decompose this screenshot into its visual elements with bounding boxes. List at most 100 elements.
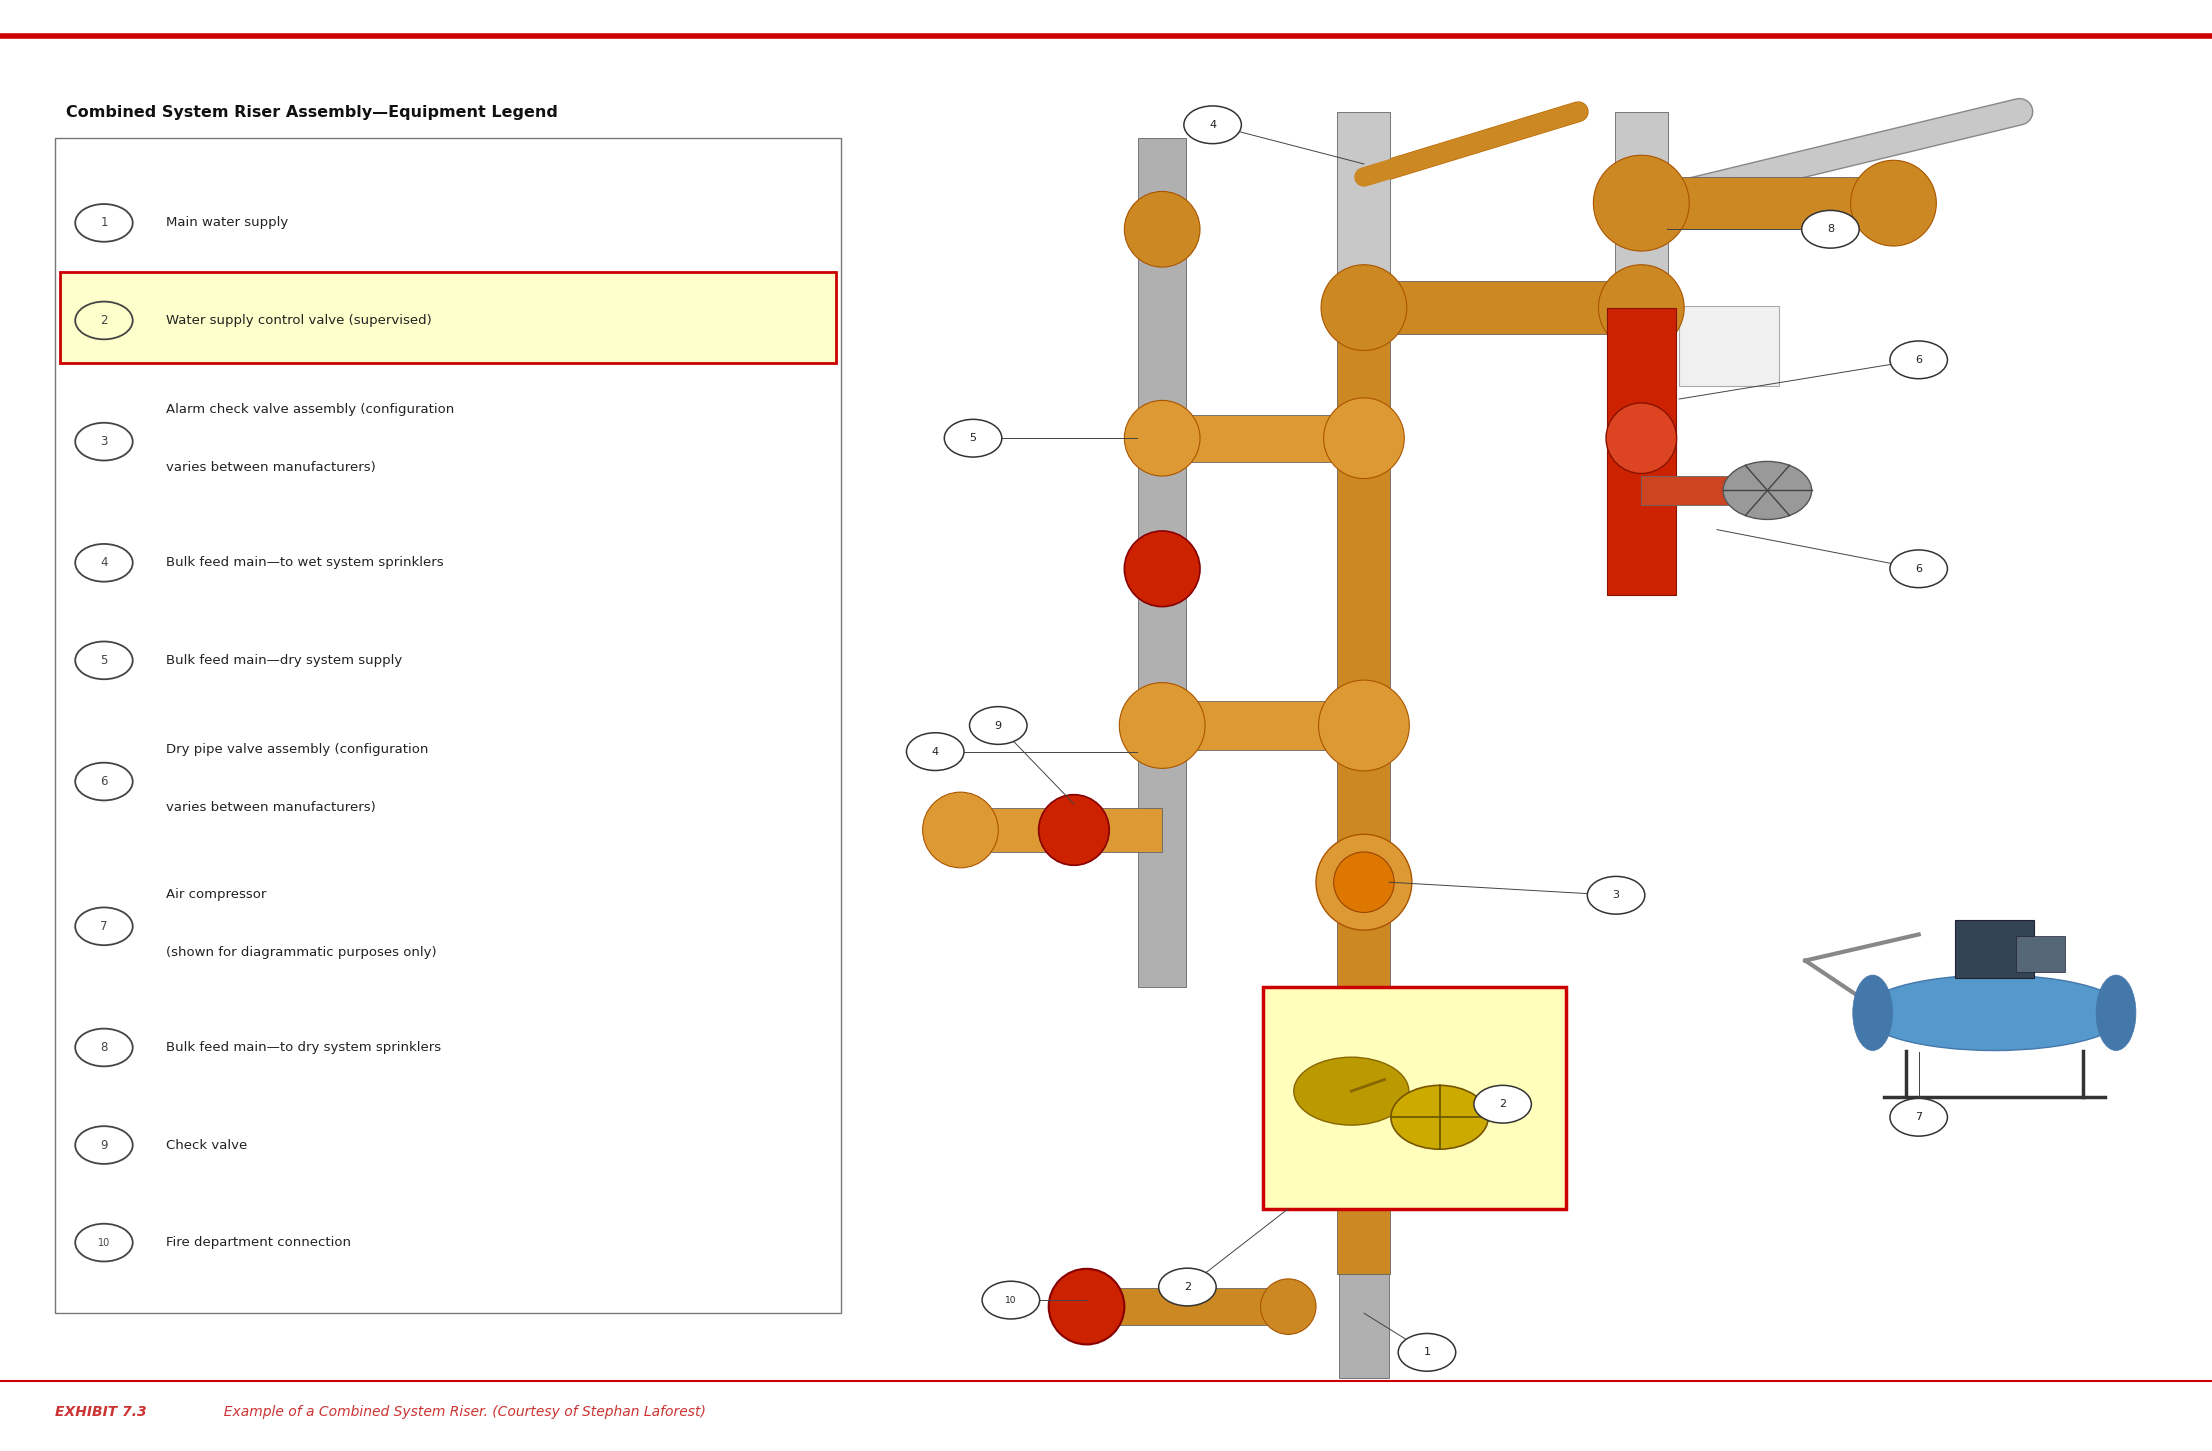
Circle shape	[907, 733, 964, 770]
Ellipse shape	[1316, 834, 1411, 930]
Circle shape	[1473, 1085, 1531, 1123]
Bar	[1338, 987, 1391, 1196]
Ellipse shape	[1593, 155, 1690, 251]
Ellipse shape	[1863, 975, 2128, 1051]
Text: 7: 7	[1916, 1113, 1922, 1122]
Bar	[1338, 112, 1391, 308]
Text: Air compressor: Air compressor	[166, 888, 265, 901]
Circle shape	[969, 707, 1026, 744]
Text: 2: 2	[1183, 1283, 1190, 1291]
Circle shape	[1889, 341, 1947, 379]
Ellipse shape	[1323, 398, 1405, 479]
Circle shape	[1801, 210, 1858, 248]
Text: 8: 8	[100, 1040, 108, 1053]
Ellipse shape	[1854, 975, 1893, 1051]
FancyBboxPatch shape	[55, 138, 841, 1313]
Text: Example of a Combined System Riser. (Courtesy of Stephan Laforest): Example of a Combined System Riser. (Cou…	[215, 1405, 706, 1419]
Circle shape	[982, 1281, 1040, 1319]
Circle shape	[1398, 1333, 1455, 1371]
Text: 1: 1	[1425, 1348, 1431, 1357]
Text: 1: 1	[100, 216, 108, 229]
Text: varies between manufacturers): varies between manufacturers)	[166, 801, 376, 814]
Ellipse shape	[1119, 682, 1206, 769]
Bar	[1338, 438, 1391, 726]
Text: 9: 9	[100, 1139, 108, 1152]
Ellipse shape	[1599, 264, 1683, 351]
Text: varies between manufacturers): varies between manufacturers)	[166, 461, 376, 474]
Text: 2: 2	[1500, 1100, 1506, 1109]
Bar	[1606, 308, 1677, 595]
Text: 5: 5	[100, 654, 108, 667]
Text: Bulk feed main—to dry system sprinklers: Bulk feed main—to dry system sprinklers	[166, 1040, 440, 1053]
Text: Bulk feed main—dry system supply: Bulk feed main—dry system supply	[166, 654, 403, 667]
Text: 4: 4	[1210, 120, 1217, 129]
FancyBboxPatch shape	[1263, 987, 1566, 1209]
Ellipse shape	[922, 792, 998, 868]
Circle shape	[1159, 1268, 1217, 1306]
Bar	[1641, 177, 1893, 229]
Text: Alarm check valve assembly (configuration: Alarm check valve assembly (configuratio…	[166, 403, 453, 416]
Text: (shown for diagrammatic purposes only): (shown for diagrammatic purposes only)	[166, 946, 436, 959]
Ellipse shape	[1040, 795, 1108, 865]
Bar	[1139, 726, 1186, 987]
Circle shape	[1588, 876, 1646, 914]
Text: 4: 4	[931, 747, 938, 756]
Bar	[1161, 701, 1365, 750]
Text: Check valve: Check valve	[166, 1139, 248, 1152]
Ellipse shape	[1318, 681, 1409, 770]
Bar	[1615, 112, 1668, 308]
Text: 3: 3	[100, 435, 108, 448]
Circle shape	[1889, 1098, 1947, 1136]
Ellipse shape	[1606, 403, 1677, 473]
Bar	[1955, 920, 2035, 978]
Text: 4: 4	[100, 556, 108, 569]
Text: 5: 5	[969, 434, 975, 443]
Text: 3: 3	[1613, 891, 1619, 900]
Circle shape	[1391, 1085, 1489, 1149]
Bar	[1338, 726, 1391, 882]
Ellipse shape	[1124, 531, 1199, 607]
Text: Water supply control valve (supervised): Water supply control valve (supervised)	[166, 313, 431, 326]
Ellipse shape	[1048, 1268, 1124, 1345]
Text: 2: 2	[100, 313, 108, 326]
Bar	[1641, 476, 1743, 505]
Bar	[1139, 438, 1186, 726]
Circle shape	[1183, 106, 1241, 144]
Text: Dry pipe valve assembly (configuration: Dry pipe valve assembly (configuration	[166, 743, 429, 756]
Text: Main water supply: Main water supply	[166, 216, 288, 229]
FancyBboxPatch shape	[60, 271, 836, 363]
Bar	[1338, 308, 1391, 438]
Text: 6: 6	[1916, 564, 1922, 573]
Ellipse shape	[1124, 192, 1199, 267]
Bar	[1139, 138, 1186, 438]
Circle shape	[1723, 461, 1812, 519]
Bar	[960, 808, 1161, 852]
Ellipse shape	[1321, 264, 1407, 351]
Bar	[1161, 415, 1365, 461]
Ellipse shape	[1334, 852, 1394, 913]
Bar	[1338, 1196, 1391, 1274]
Ellipse shape	[1261, 1278, 1316, 1335]
Text: 6: 6	[100, 775, 108, 788]
Bar	[1338, 1274, 1389, 1378]
Text: Bulk feed main—to wet system sprinklers: Bulk feed main—to wet system sprinklers	[166, 556, 445, 569]
Text: 6: 6	[1916, 355, 1922, 364]
Bar	[1679, 306, 1778, 386]
Ellipse shape	[1124, 400, 1199, 476]
Text: 10: 10	[97, 1238, 111, 1248]
Text: Combined System Riser Assembly—Equipment Legend: Combined System Riser Assembly—Equipment…	[66, 106, 557, 120]
Text: 7: 7	[100, 920, 108, 933]
Bar	[2017, 936, 2066, 972]
Ellipse shape	[2097, 975, 2137, 1051]
Bar	[1338, 882, 1391, 987]
Circle shape	[945, 419, 1002, 457]
Text: 8: 8	[1827, 225, 1834, 234]
Text: Fire department connection: Fire department connection	[166, 1236, 352, 1249]
Bar	[1086, 1288, 1287, 1325]
Text: 9: 9	[995, 721, 1002, 730]
Circle shape	[1889, 550, 1947, 588]
Bar	[1365, 281, 1641, 334]
Ellipse shape	[1294, 1058, 1409, 1125]
Ellipse shape	[1851, 160, 1936, 247]
Text: 10: 10	[1004, 1296, 1018, 1304]
